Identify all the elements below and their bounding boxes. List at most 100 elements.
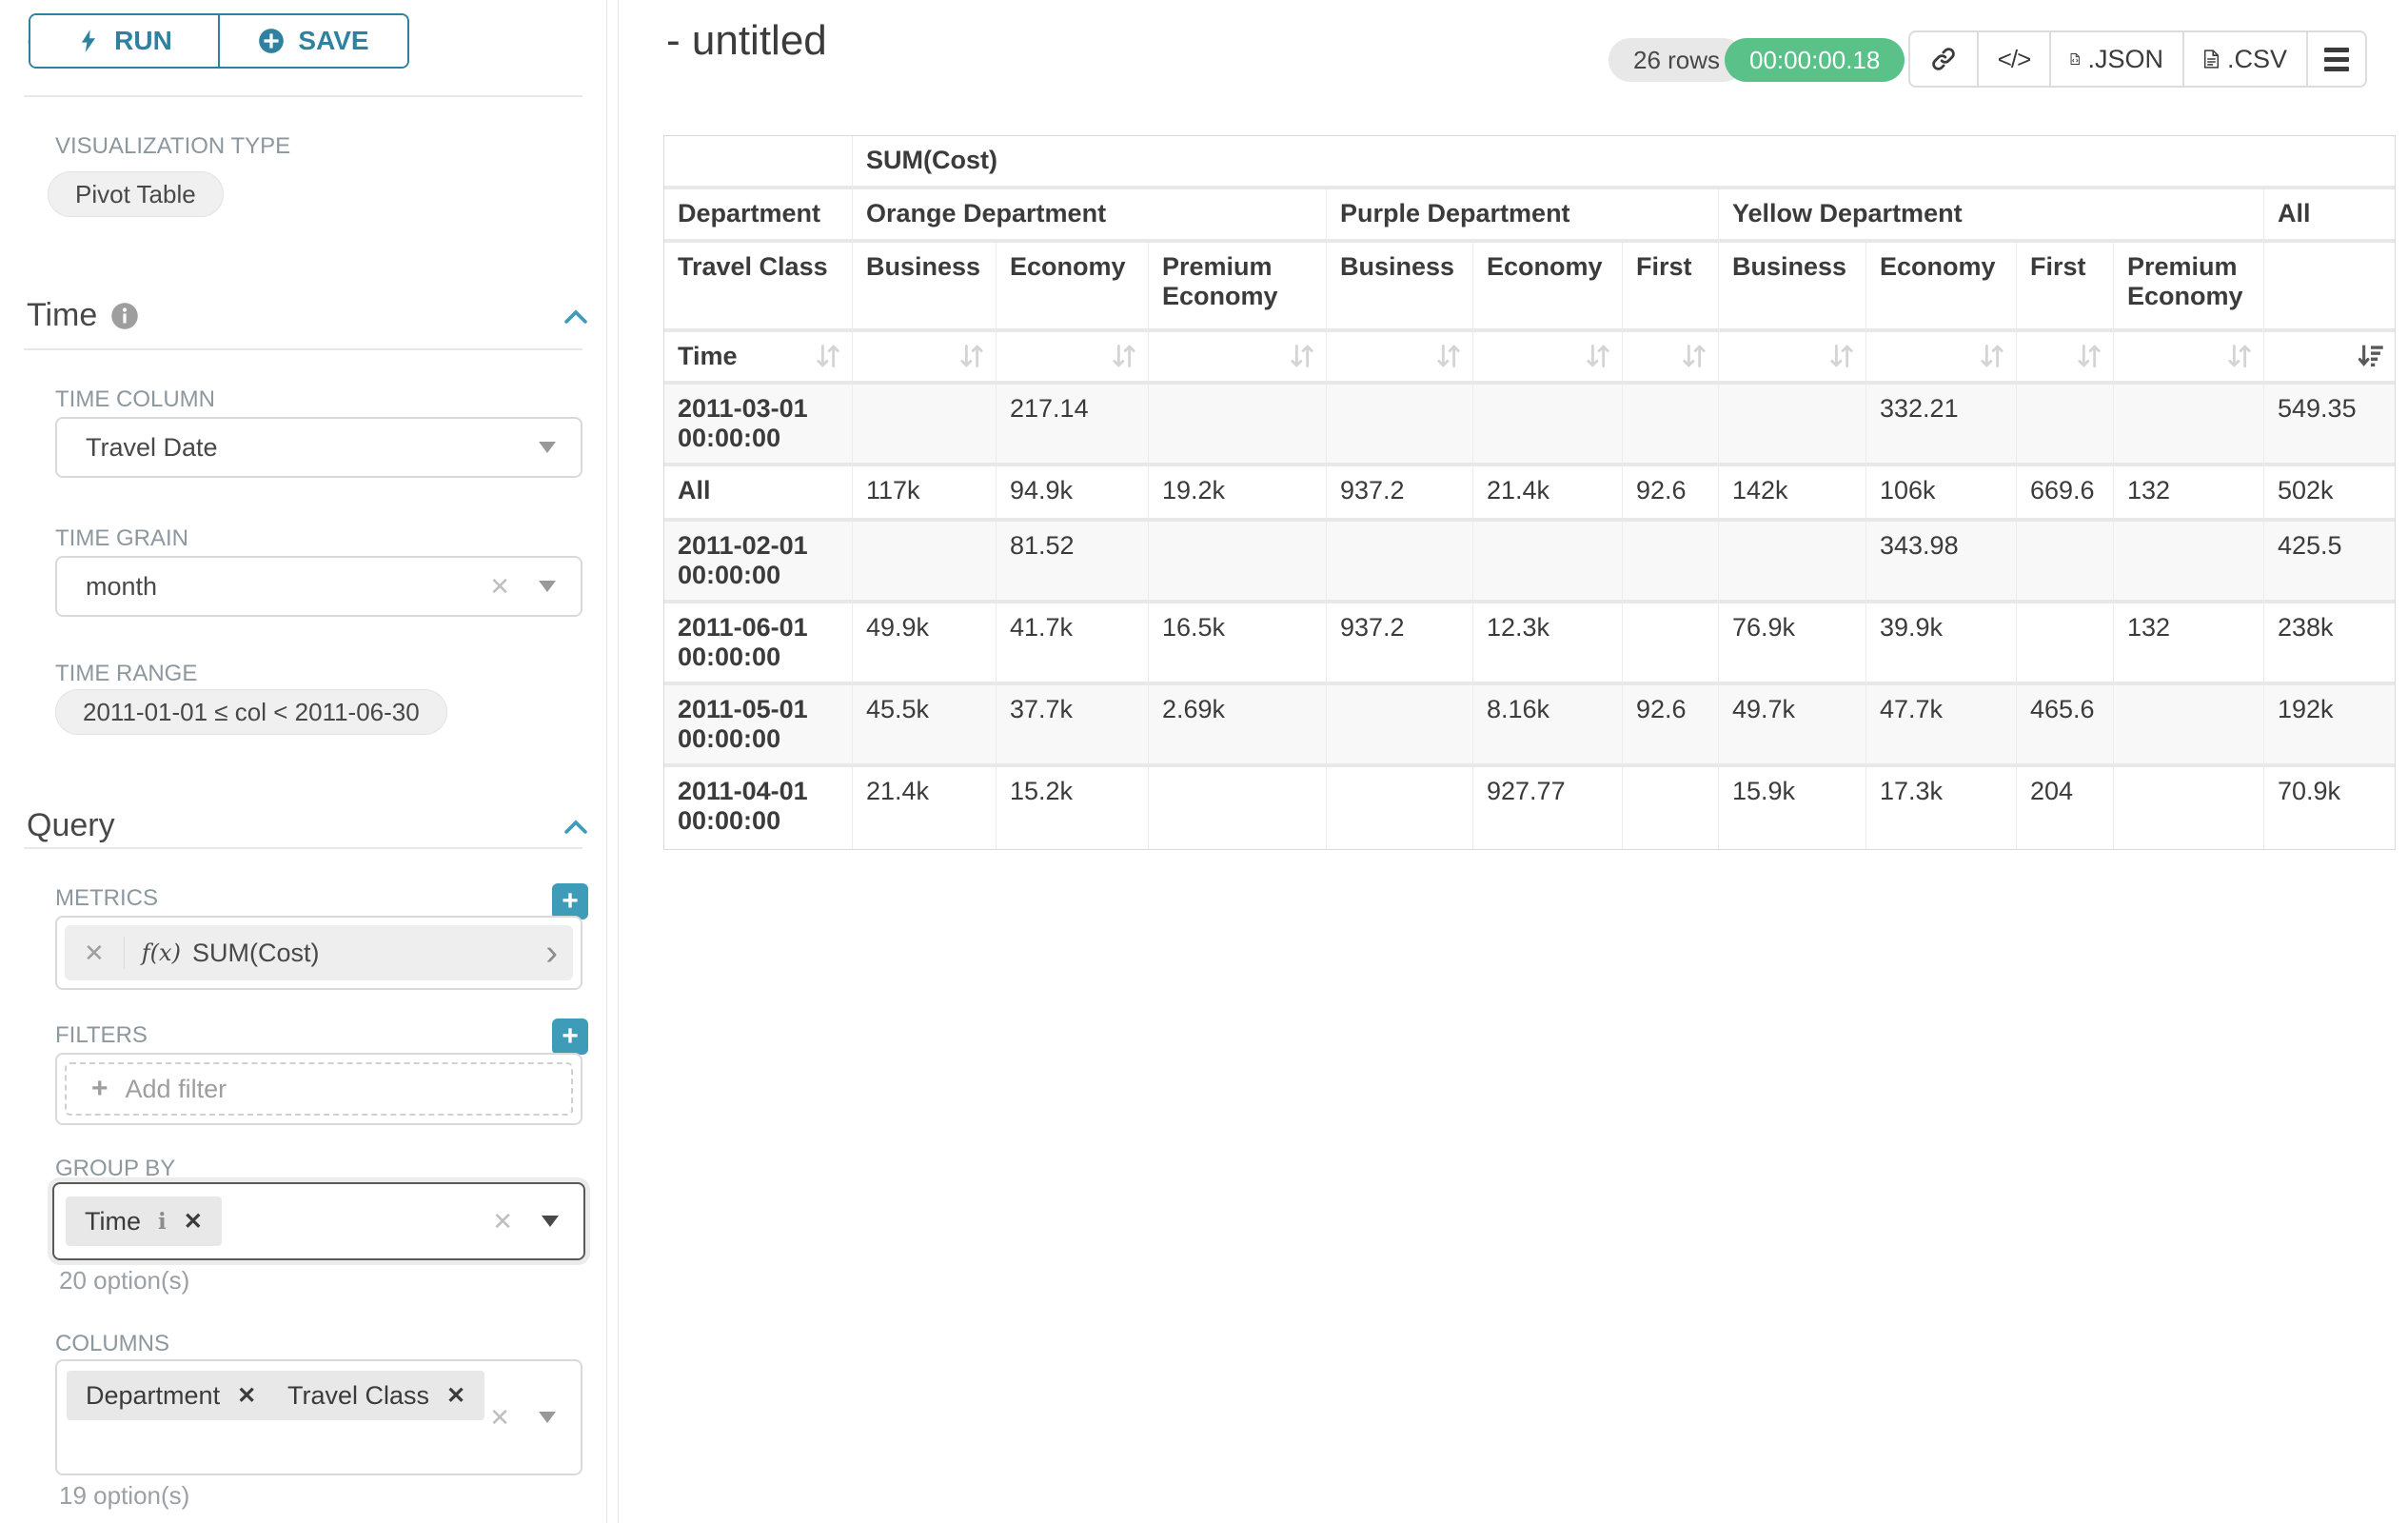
columns-select[interactable]: Department ✕ Travel Class ✕ ✕ — [55, 1359, 582, 1475]
pivot-value-cell — [2114, 385, 2264, 466]
fx-icon: f(x) — [141, 940, 181, 966]
remove-metric-icon[interactable]: ✕ — [84, 938, 105, 967]
columns-tag[interactable]: Department ✕ — [67, 1371, 276, 1420]
panel-resize-handle[interactable] — [618, 0, 619, 1523]
sort-icon[interactable] — [1582, 340, 1614, 372]
time-column-select[interactable]: Travel Date — [55, 417, 582, 478]
pivot-value-cell — [1149, 385, 1327, 466]
sort-icon[interactable] — [1432, 340, 1465, 372]
pivot-metric-header: SUM(Cost) — [853, 136, 2396, 189]
sort-icon[interactable] — [1976, 340, 2008, 372]
pivot-class-header: Business — [853, 243, 997, 332]
pivot-value-cell — [2017, 603, 2114, 685]
run-save-button-group: RUN SAVE — [29, 13, 409, 69]
sort-icon[interactable] — [956, 340, 988, 372]
chevron-right-icon[interactable]: › — [545, 933, 558, 973]
pivot-class-axis-label: Travel Class — [664, 243, 853, 332]
remove-tag-icon[interactable]: ✕ — [183, 1208, 203, 1235]
copy-link-button[interactable] — [1910, 32, 1977, 86]
pivot-sort-cell — [1866, 332, 2017, 385]
pivot-corner-cell — [664, 136, 853, 189]
panel-resize-handle[interactable] — [606, 0, 607, 1523]
pivot-value-cell: 45.5k — [853, 685, 997, 767]
export-csv-button[interactable]: .CSV — [2182, 32, 2306, 86]
metric-chip[interactable]: ✕ f(x) SUM(Cost) › — [65, 925, 573, 980]
pivot-class-header: Business — [1327, 243, 1473, 332]
pivot-value-cell — [853, 522, 997, 603]
add-filter-plus-button[interactable]: + — [552, 1019, 588, 1055]
sort-icon[interactable] — [1108, 340, 1140, 372]
sort-icon[interactable] — [812, 340, 844, 372]
group-by-select[interactable]: Time i ✕ ✕ — [52, 1182, 585, 1260]
pivot-sort-cell — [853, 332, 997, 385]
pivot-value-cell: 41.7k — [997, 603, 1149, 685]
pivot-row-label: 2011-02-01 00:00:00 — [664, 522, 853, 603]
columns-label: COLUMNS — [55, 1331, 170, 1356]
run-button[interactable]: RUN — [30, 15, 218, 67]
export-json-label: .JSON — [2087, 44, 2163, 73]
chart-title[interactable]: - untitled — [666, 17, 827, 64]
pivot-value-cell: 81.52 — [997, 522, 1149, 603]
pivot-value-cell: 117k — [853, 466, 997, 522]
pivot-dept-header: Yellow Department — [1719, 189, 2264, 243]
pivot-class-header: First — [2017, 243, 2114, 332]
pivot-value-cell: 937.2 — [1327, 466, 1473, 522]
remove-tag-icon[interactable]: ✕ — [237, 1382, 257, 1409]
clear-icon[interactable]: ✕ — [489, 572, 510, 601]
save-button[interactable]: SAVE — [218, 15, 407, 67]
pivot-value-cell: 425.5 — [2264, 522, 2396, 603]
divider — [24, 348, 582, 350]
chevron-down-icon — [539, 442, 556, 453]
pivot-value-cell: 49.9k — [853, 603, 997, 685]
pivot-value-cell: 217.14 — [997, 385, 1149, 466]
pivot-value-cell: 238k — [2264, 603, 2396, 685]
sort-icon[interactable] — [1826, 340, 1858, 372]
query-section-title: Query — [27, 807, 115, 843]
pivot-value-cell: 8.16k — [1473, 685, 1623, 767]
pivot-value-cell — [1623, 767, 1719, 849]
more-options-button[interactable] — [2306, 32, 2365, 86]
viz-type-pill[interactable]: Pivot Table — [48, 171, 224, 217]
pivot-value-cell — [853, 385, 997, 466]
time-section-header[interactable]: Time — [27, 297, 139, 334]
sort-desc-icon[interactable] — [2355, 340, 2387, 372]
remove-tag-icon[interactable]: ✕ — [446, 1382, 466, 1409]
clear-icon[interactable]: ✕ — [492, 1207, 513, 1236]
export-button-group: </> .JSON .CSV — [1908, 30, 2367, 88]
columns-tag[interactable]: Travel Class ✕ — [268, 1371, 485, 1420]
pivot-sort-cell — [1149, 332, 1327, 385]
time-range-label: TIME RANGE — [55, 661, 198, 686]
pivot-value-cell: 70.9k — [2264, 767, 2396, 849]
add-filter-button[interactable]: + Add filter — [65, 1062, 573, 1116]
group-by-tag[interactable]: Time i ✕ — [66, 1197, 222, 1246]
pivot-value-cell: 76.9k — [1719, 603, 1866, 685]
query-section-header[interactable]: Query — [27, 807, 115, 844]
export-json-button[interactable]: .JSON — [2049, 32, 2182, 86]
group-by-options-hint: 20 option(s) — [59, 1266, 190, 1295]
columns-options-hint: 19 option(s) — [59, 1481, 190, 1510]
sort-icon[interactable] — [1286, 340, 1318, 372]
sort-icon[interactable] — [2073, 340, 2105, 372]
embed-code-button[interactable]: </> — [1977, 32, 2049, 86]
add-metric-button[interactable]: + — [552, 883, 588, 920]
sort-icon[interactable] — [1678, 340, 1710, 372]
pivot-value-cell — [1473, 522, 1623, 603]
sort-icon[interactable] — [2223, 340, 2256, 372]
pivot-value-cell — [1623, 385, 1719, 466]
divider — [24, 95, 582, 97]
collapse-query-icon[interactable] — [560, 811, 592, 843]
pivot-value-cell: 204 — [2017, 767, 2114, 849]
chevron-down-icon — [539, 1412, 556, 1423]
pivot-value-cell: 12.3k — [1473, 603, 1623, 685]
time-grain-select[interactable]: month ✕ — [55, 556, 582, 617]
time-grain-label: TIME GRAIN — [55, 525, 189, 551]
pivot-value-cell: 15.9k — [1719, 767, 1866, 849]
pivot-value-cell: 927.77 — [1473, 767, 1623, 849]
time-range-pill[interactable]: 2011-01-01 ≤ col < 2011-06-30 — [55, 689, 447, 735]
clear-icon[interactable]: ✕ — [489, 1403, 510, 1432]
metric-name: SUM(Cost) — [191, 938, 320, 967]
collapse-time-icon[interactable] — [560, 301, 592, 333]
filters-label: FILTERS — [55, 1022, 148, 1048]
pivot-row-label: 2011-04-01 00:00:00 — [664, 767, 853, 849]
pivot-value-cell: 502k — [2264, 466, 2396, 522]
